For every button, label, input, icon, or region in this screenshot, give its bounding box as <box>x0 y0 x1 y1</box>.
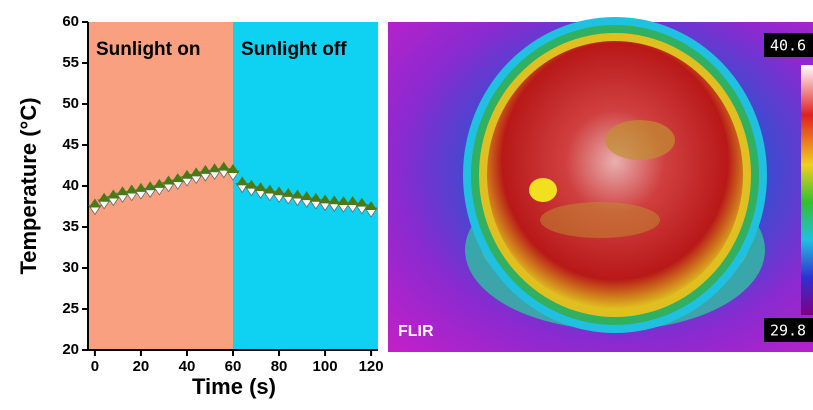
y-tick-label: 35 <box>62 218 79 235</box>
y-tick-label: 50 <box>62 95 79 112</box>
x-tick-label: 100 <box>313 358 338 375</box>
x-axis-label: Time (s) <box>192 374 276 399</box>
y-tick-label: 45 <box>62 136 79 153</box>
y-axis-label: Temperature (°C) <box>16 97 41 274</box>
x-tick-label: 60 <box>225 358 242 375</box>
region-label: Sunlight on <box>96 39 200 60</box>
y-tick-label: 60 <box>62 13 79 30</box>
y-tick-label: 20 <box>62 341 79 358</box>
max-temp-label: 40.6 <box>770 37 806 55</box>
x-tick-label: 120 <box>359 358 384 375</box>
region-label: Sunlight off <box>241 39 347 60</box>
min-temp-label: 29.8 <box>770 322 806 340</box>
x-tick-label: 0 <box>91 358 99 375</box>
logo: FLIR <box>398 323 434 340</box>
y-tick-label: 40 <box>62 177 79 194</box>
x-tick-label: 40 <box>179 358 196 375</box>
y-tick-label: 30 <box>62 259 79 276</box>
y-tick-label: 25 <box>62 300 79 317</box>
x-tick-label: 20 <box>133 358 150 375</box>
y-tick-label: 55 <box>62 54 79 71</box>
figure: 40.6 29.8 FLIR Time (s) Temperature (°C)… <box>0 0 813 410</box>
x-tick-label: 80 <box>271 358 288 375</box>
thermal-image: 40.6 29.8 FLIR <box>388 17 813 352</box>
